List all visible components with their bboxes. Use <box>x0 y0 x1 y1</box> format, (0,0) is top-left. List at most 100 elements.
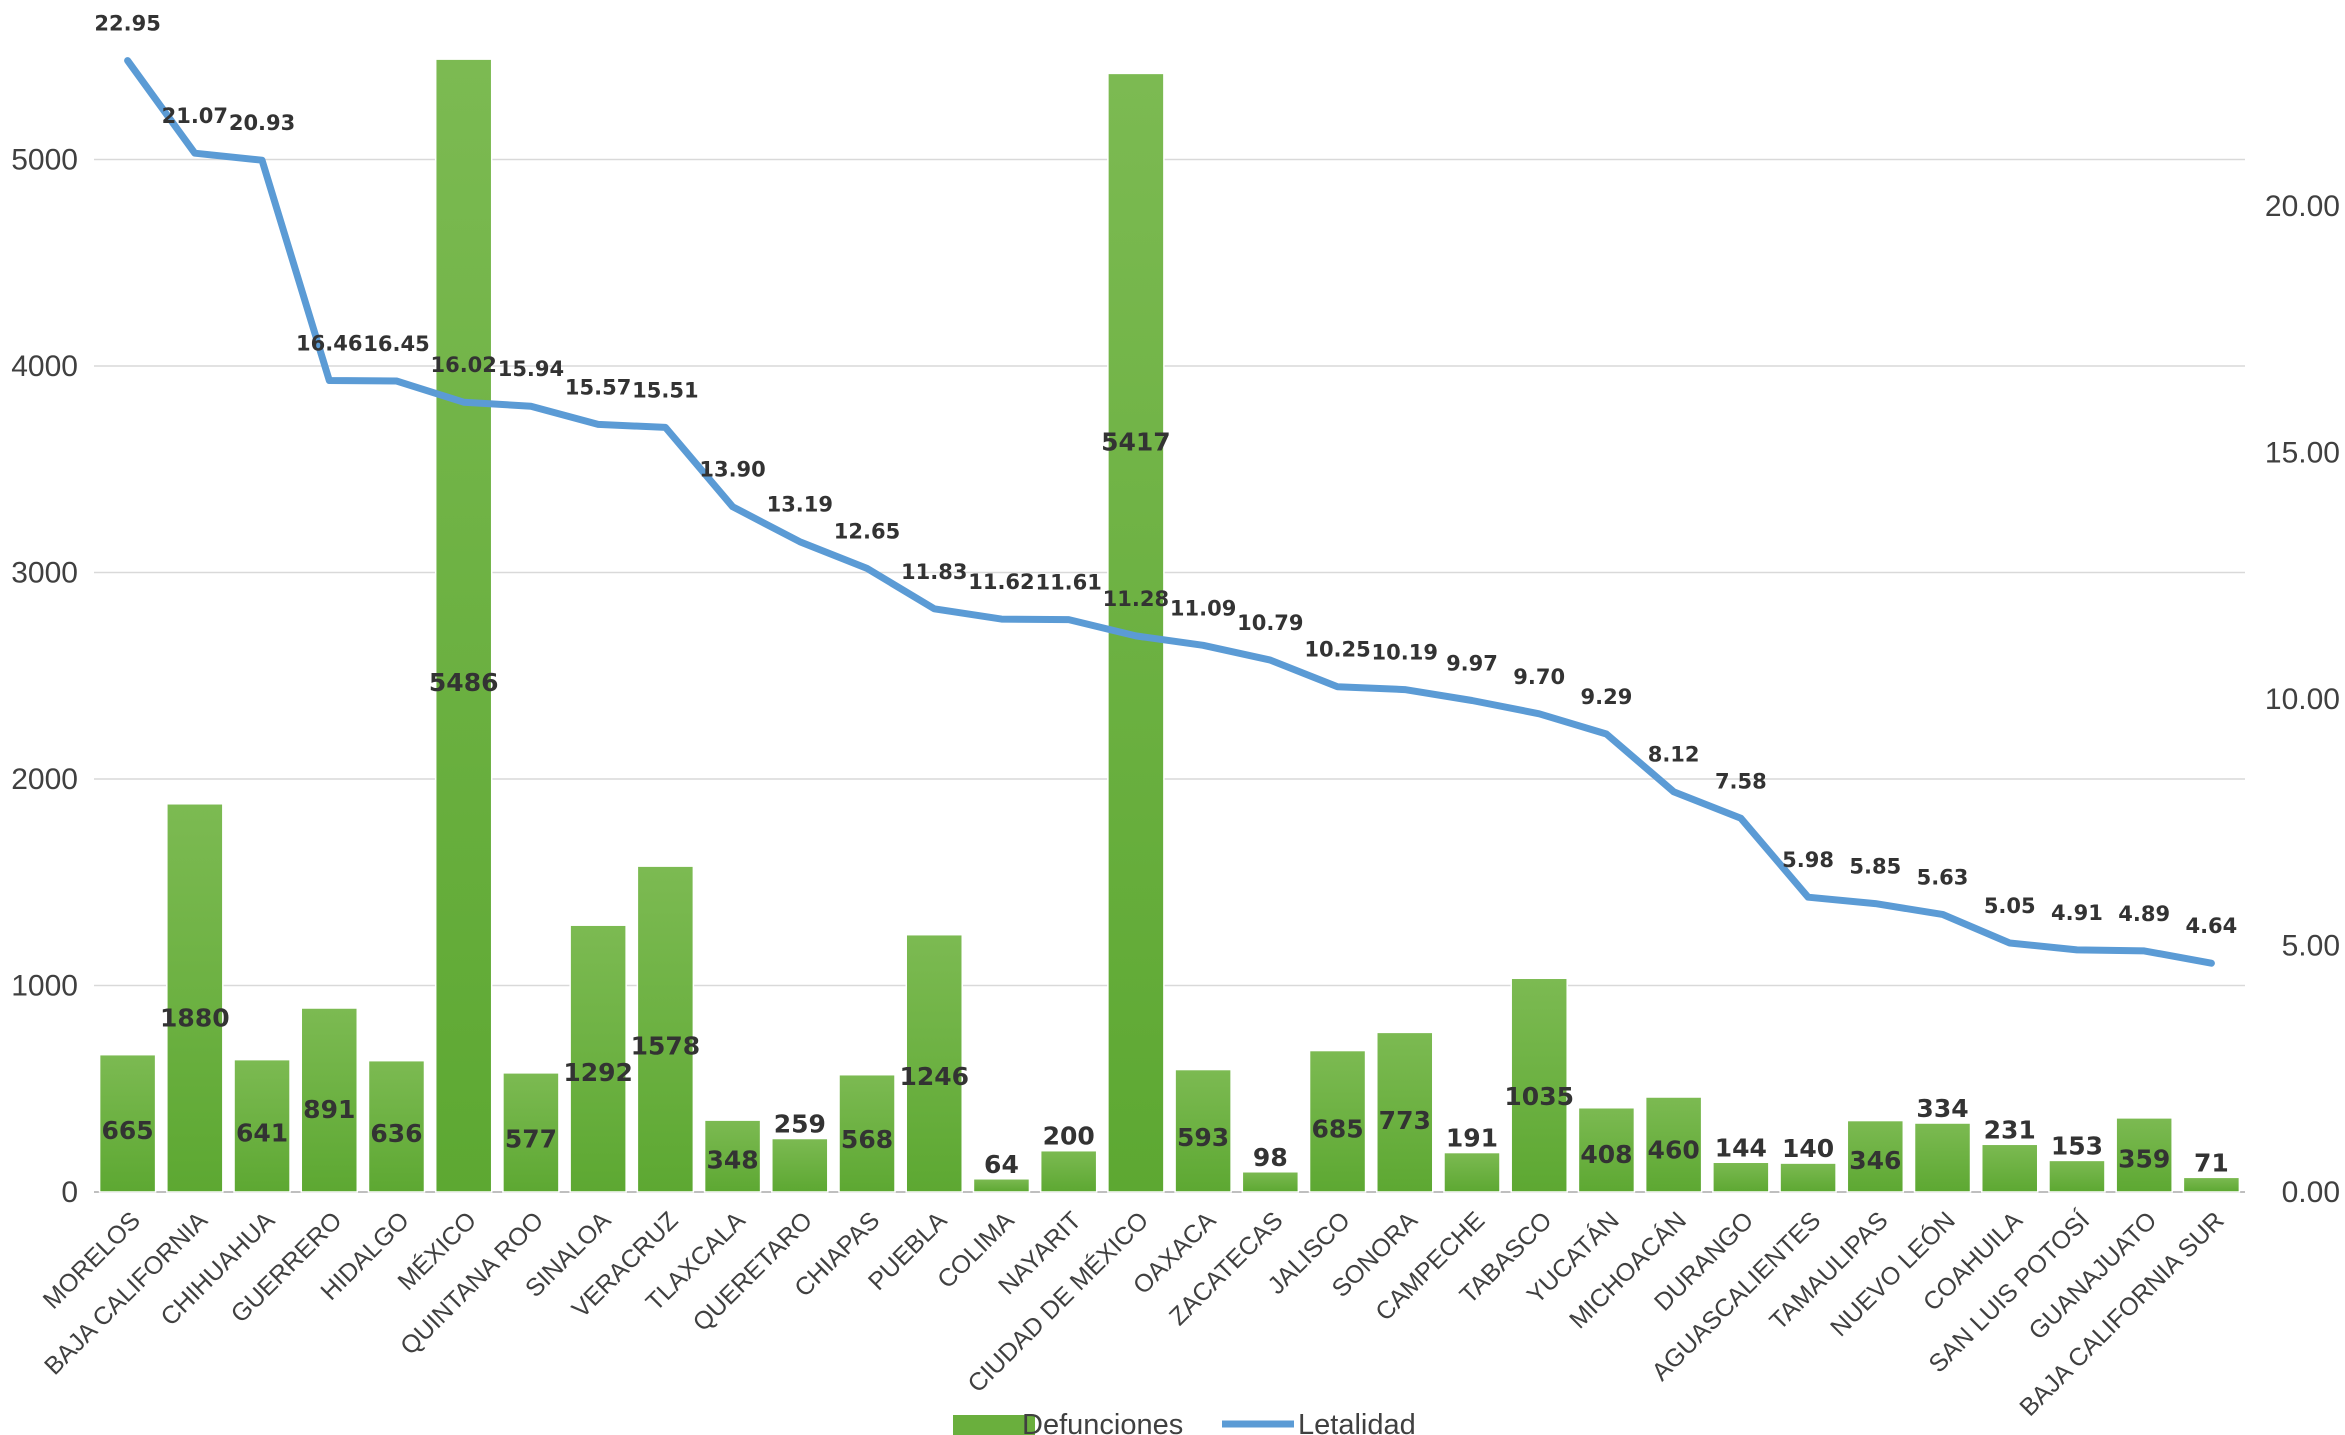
bar <box>502 1072 560 1193</box>
line-value-label: 5.98 <box>1782 848 1834 872</box>
bar-value-label: 1578 <box>631 1031 701 1060</box>
bar-value-label: 191 <box>1446 1124 1498 1153</box>
bar-value-label: 200 <box>1043 1122 1095 1151</box>
bar <box>1644 1096 1703 1193</box>
bar <box>1980 1143 2039 1193</box>
legend-swatch-defunciones <box>953 1415 1035 1435</box>
bar-value-label: 641 <box>236 1118 288 1147</box>
bar-value-label: 636 <box>370 1119 422 1148</box>
bar <box>300 1007 359 1193</box>
legend: Defunciones Letalidad <box>953 1409 1416 1435</box>
line-value-label: 16.02 <box>430 353 496 377</box>
line-value-label: 7.58 <box>1715 769 1767 793</box>
line-value-label: 10.25 <box>1304 638 1370 662</box>
right-axis: 0.00 5.00 10.00 15.00 20.00 <box>2265 190 2340 1209</box>
bar <box>1443 1151 1501 1193</box>
bar-value-label: 593 <box>1177 1123 1229 1152</box>
category-label: QUERETARO <box>688 1206 818 1336</box>
bar-value-label: 71 <box>2194 1148 2229 1177</box>
bar-value-label: 577 <box>505 1124 557 1153</box>
bar-value-label: 1246 <box>899 1062 969 1091</box>
bar <box>569 924 627 1193</box>
line-value-label: 15.57 <box>565 375 631 399</box>
bar <box>233 1058 291 1193</box>
line-value-label: 22.95 <box>94 12 160 36</box>
right-tick-label: 10.00 <box>2265 683 2340 716</box>
right-tick-label: 15.00 <box>2265 437 2340 470</box>
legend-label-letalidad: Letalidad <box>1298 1409 1416 1435</box>
bar <box>434 58 493 1193</box>
bar <box>1376 1031 1434 1193</box>
bar-value-label: 5486 <box>429 668 499 697</box>
bar-value-label: 231 <box>1984 1115 2036 1144</box>
line-value-label: 11.62 <box>968 570 1034 594</box>
category-label: TAMAULIPAS <box>1764 1206 1893 1335</box>
bar <box>1174 1068 1232 1193</box>
line-value-label: 16.45 <box>363 332 429 356</box>
bar-value-label: 359 <box>2118 1145 2170 1174</box>
bar-value-label: 144 <box>1715 1133 1767 1162</box>
left-tick-label: 3000 <box>11 557 78 590</box>
left-tick-label: 4000 <box>11 350 78 383</box>
bar <box>1846 1119 1905 1193</box>
bar-value-label: 773 <box>1379 1106 1431 1135</box>
bar-value-label: 1880 <box>160 1003 230 1032</box>
line-value-label: 5.85 <box>1849 855 1901 879</box>
bar <box>771 1137 829 1193</box>
bar-value-label: 460 <box>1648 1135 1700 1164</box>
bar <box>98 1053 157 1193</box>
bar <box>367 1059 426 1193</box>
left-axis: 0 1000 2000 3000 4000 5000 <box>11 144 78 1210</box>
bar-value-label: 685 <box>1311 1114 1363 1143</box>
line-value-label: 4.64 <box>2185 914 2237 938</box>
line-value-label: 12.65 <box>834 519 900 543</box>
bar-value-label: 64 <box>984 1150 1019 1179</box>
line-value-label: 20.93 <box>229 111 295 135</box>
bar-series-defunciones <box>98 58 2241 1193</box>
left-tick-label: 0 <box>61 1176 78 1209</box>
bar <box>838 1073 896 1193</box>
bar-value-label: 140 <box>1782 1134 1834 1163</box>
legend-label-defunciones: Defunciones <box>1022 1409 1183 1435</box>
line-value-label: 13.90 <box>699 458 765 482</box>
bar-value-label: 1035 <box>1504 1082 1574 1111</box>
bar <box>703 1119 762 1193</box>
right-tick-label: 5.00 <box>2282 930 2340 963</box>
bar <box>1779 1162 1837 1193</box>
bar <box>1577 1106 1636 1193</box>
line-series-letalidad <box>124 57 2215 967</box>
bar <box>166 803 224 1193</box>
bar <box>1039 1149 1098 1193</box>
bar <box>636 865 695 1193</box>
bar-value-label: 334 <box>1916 1094 1968 1123</box>
line-value-label: 4.89 <box>2118 902 2170 926</box>
line-value-label: 9.97 <box>1446 651 1498 675</box>
bar <box>905 933 963 1193</box>
line-value-label: 9.29 <box>1581 685 1633 709</box>
bar <box>1308 1049 1367 1193</box>
bar-value-label: 891 <box>303 1095 355 1124</box>
bar-value-label: 98 <box>1253 1143 1288 1172</box>
bar <box>1510 977 1568 1193</box>
bar-value-label: 665 <box>102 1116 154 1145</box>
bar <box>1241 1171 1300 1193</box>
line-value-label: 10.79 <box>1237 611 1303 635</box>
bar-value-label: 348 <box>706 1146 758 1175</box>
bar-value-label: 5417 <box>1101 428 1171 457</box>
category-label: MICHOACÁN <box>1563 1206 1692 1335</box>
bar-value-label: 408 <box>1580 1140 1632 1169</box>
line-value-label: 11.28 <box>1103 587 1169 611</box>
gridlines <box>94 158 2245 1193</box>
bar <box>2048 1159 2106 1193</box>
bar <box>972 1178 1031 1193</box>
line-value-label: 10.19 <box>1372 641 1438 665</box>
left-tick-label: 2000 <box>11 763 78 796</box>
bar <box>1913 1122 1972 1193</box>
right-tick-label: 0.00 <box>2282 1176 2340 1209</box>
line-value-label: 21.07 <box>162 104 228 128</box>
line-value-label: 11.61 <box>1035 571 1101 595</box>
bar <box>2115 1117 2173 1193</box>
line-value-label: 4.91 <box>2051 901 2103 925</box>
bar-value-label: 259 <box>774 1110 826 1139</box>
